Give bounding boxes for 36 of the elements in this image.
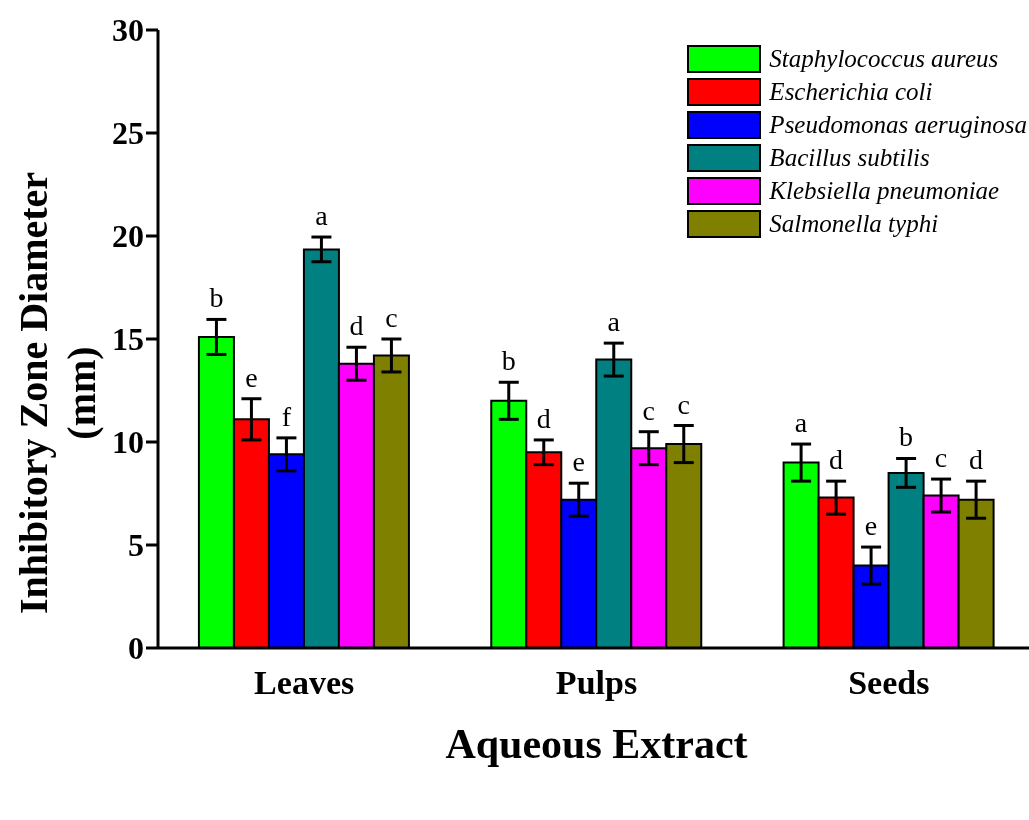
legend-label: Klebsiella pneumoniae — [769, 176, 1000, 205]
data-label: c — [385, 302, 398, 333]
x-tick-label: Seeds — [848, 664, 930, 702]
y-tick-label: 20 — [112, 218, 144, 255]
legend-label: Staphylococcus aureus — [769, 44, 999, 73]
data-label: d — [969, 444, 984, 476]
data-label: a — [315, 200, 329, 232]
legend-label: Pseudomonas aeruginosa — [769, 110, 1027, 139]
data-label: c — [642, 394, 655, 426]
y-tick-label: 0 — [128, 630, 144, 667]
data-label: d — [536, 402, 551, 434]
data-label: d — [349, 310, 364, 342]
y-axis-title: Inhibitory Zone Diameter (mm) — [10, 171, 105, 615]
data-label: c — [677, 388, 690, 420]
data-label: e — [572, 446, 585, 478]
y-tick-label: 10 — [112, 424, 144, 461]
x-axis-title: Aqueous Extract — [445, 721, 748, 767]
y-tick-label: 15 — [112, 321, 144, 358]
data-label: f — [281, 400, 292, 432]
data-label: a — [607, 306, 621, 338]
legend-label: Salmonella typhi — [769, 209, 939, 238]
data-label: e — [864, 510, 878, 542]
data-label: b — [899, 421, 914, 453]
data-label: b — [501, 345, 516, 377]
y-tick-label: 25 — [112, 115, 144, 152]
y-tick-label: 5 — [128, 527, 144, 564]
legend-label: Bacillus subtilis — [769, 143, 930, 172]
x-tick-label: Leaves — [254, 664, 355, 702]
legend-label: Escherichia coli — [769, 77, 933, 106]
data-label: b — [209, 282, 224, 314]
x-tick-label: Pulps — [555, 664, 638, 702]
data-label: d — [829, 444, 844, 476]
data-label: c — [934, 442, 948, 474]
data-label: a — [794, 407, 808, 439]
y-tick-label: 30 — [112, 12, 144, 49]
data-label: e — [245, 361, 258, 393]
